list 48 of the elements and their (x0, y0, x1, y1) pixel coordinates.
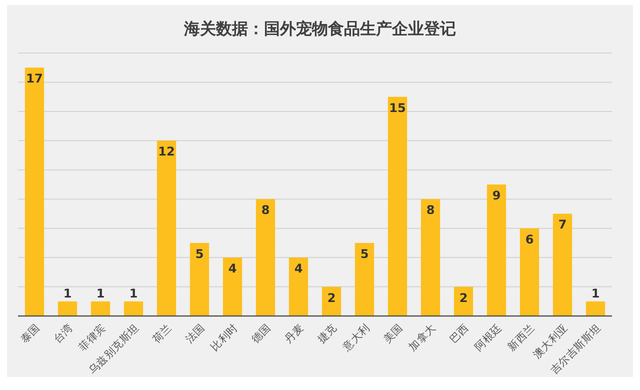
chart-title: 海关数据：国外宠物食品生产企业登记 (183, 19, 456, 38)
data-label: 8 (426, 203, 435, 218)
x-tick-label: 美国 (380, 320, 406, 346)
data-label: 1 (129, 286, 138, 300)
bar (24, 68, 44, 316)
bar (124, 301, 144, 316)
data-label: 8 (261, 203, 270, 218)
data-label: 17 (26, 72, 43, 86)
x-tick-label: 泰国 (18, 322, 43, 346)
data-label: 2 (327, 290, 336, 305)
x-tick-label: 加拿大 (406, 320, 439, 354)
bar (190, 242, 210, 316)
bar (156, 140, 176, 316)
x-tick-label: 阿根廷 (472, 322, 505, 354)
bar (420, 199, 440, 316)
bar (520, 228, 540, 316)
bar (388, 96, 408, 316)
data-label: 5 (360, 246, 369, 261)
data-label: 1 (63, 286, 72, 300)
bar (222, 258, 242, 316)
x-tick-label: 比利时 (208, 320, 241, 354)
data-label: 15 (389, 100, 406, 115)
bar (256, 199, 276, 316)
data-label: 4 (228, 262, 237, 276)
bar (288, 258, 308, 316)
data-label: 9 (492, 188, 501, 202)
x-tick-label: 荷兰 (150, 320, 175, 346)
bar (552, 214, 572, 316)
x-tick-label: 意大利 (339, 320, 373, 354)
data-label: 4 (294, 262, 303, 276)
x-tick-label: 德国 (250, 322, 274, 346)
data-label: 2 (459, 290, 468, 305)
bar (486, 184, 506, 316)
bar (90, 301, 110, 316)
data-label: 7 (558, 218, 567, 232)
bar (586, 301, 606, 316)
data-label: 5 (195, 246, 204, 261)
bar (58, 301, 78, 316)
x-tick-label: 丹麦 (282, 320, 307, 346)
x-tick-label: 台湾 (50, 320, 76, 346)
data-label: 1 (591, 286, 600, 300)
data-label: 6 (525, 232, 534, 246)
x-tick-label: 法国 (182, 320, 208, 346)
data-label: 1 (96, 286, 105, 300)
data-label: 12 (158, 144, 175, 159)
x-tick-label: 捷克 (314, 320, 340, 346)
bar (354, 242, 374, 316)
x-tick-label: 巴西 (448, 322, 472, 346)
